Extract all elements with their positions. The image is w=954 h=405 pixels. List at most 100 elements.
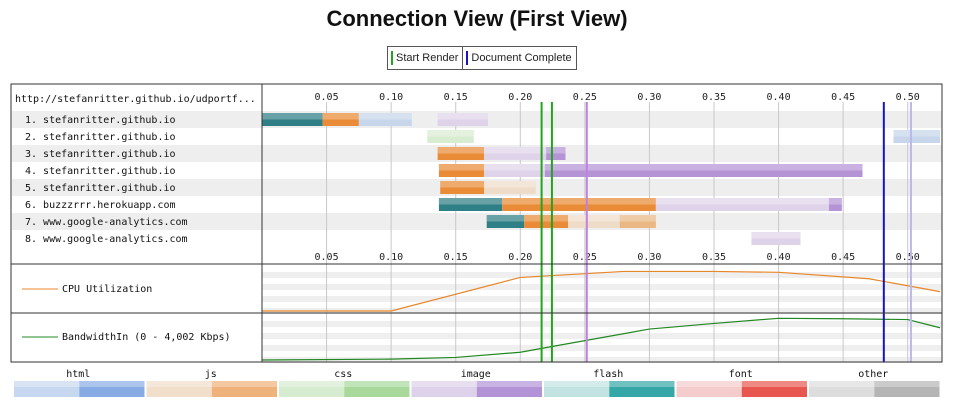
connection-label: 3. stefanritter.github.io [25,149,176,160]
x-tick-label-top: 0.30 [637,92,661,103]
request-bar-js [440,181,485,194]
content-type-swatch-light [676,381,742,397]
content-type-label-other: other [858,369,888,380]
request-bar-flash [438,198,503,211]
content-type-swatch-light [809,381,875,397]
content-type-swatch-light [279,381,345,397]
request-bar-image [484,147,547,160]
cpu-utilization-line [262,270,941,312]
bandwidth-grid-stripe [262,357,942,363]
content-type-label-css: css [334,369,352,380]
request-bar-highlight [486,215,525,222]
content-type-label-image: image [461,369,491,380]
connection-label: 6. buzzzrrr.herokuapp.com [25,200,176,211]
request-bar-highlight [546,147,566,154]
x-tick-label-bottom: 0.15 [444,252,468,263]
request-bar-js [568,215,620,228]
bandwidth-grid-stripe [262,333,942,339]
x-tick-label-bottom: 0.25 [573,252,597,263]
content-type-label-html: html [66,369,90,380]
cpu-grid-stripe [262,308,942,314]
connection-label: 4. stefanritter.github.io [25,166,176,177]
x-tick-label-top: 0.50 [896,92,920,103]
request-bar-highlight [358,113,412,120]
content-type-swatch-highlight [544,381,675,387]
request-bar-css [427,130,474,143]
bandwidth-line [261,317,941,361]
request-bar-highlight [544,164,863,171]
cpu-grid-stripe [262,272,942,278]
request-bar-highlight [655,198,829,205]
row-stripe [12,213,942,230]
content-type-swatch-highlight [411,381,542,387]
content-type-swatch-light [544,381,610,397]
request-bar-image [437,113,488,126]
start-render-swatch [391,51,393,65]
content-type-swatch-highlight [146,381,277,387]
request-bar-image [544,164,863,177]
bandwidth-grid-stripe [262,321,942,327]
request-bar-highlight [893,130,940,137]
request-bar-highlight [484,147,547,154]
content-type-swatch-dark [79,381,145,397]
content-type-swatch-highlight [676,381,807,387]
content-type-swatch-light [14,381,80,397]
request-bar-highlight [438,164,485,171]
content-type-swatch-light [146,381,212,397]
request-bar-highlight [437,147,485,154]
cpu-label: CPU Utilization [62,284,152,295]
marker-legend: Start Render Document Complete [387,46,577,70]
request-bar-highlight [484,164,545,171]
bandwidth-grid-stripe [262,345,942,351]
x-tick-label-bottom: 0.50 [896,252,920,263]
chart-border [10,83,943,363]
content-type-label-js: js [205,369,217,380]
x-tick-label-bottom: 0.10 [379,252,403,263]
content-type-label-flash: flash [593,369,623,380]
request-bar-image [484,164,545,177]
content-type-swatch-highlight [809,381,940,387]
connection-label: 8. www.google-analytics.com [25,234,188,245]
request-bar-highlight [437,113,488,120]
request-bar-highlight [568,215,620,222]
bandwidth-label: BandwidthIn (0 - 4,002 Kbps) [62,332,231,343]
connection-label: 2. stefanritter.github.io [25,132,176,143]
content-type-swatch-light [411,381,477,397]
request-bar-highlight [619,215,656,222]
x-tick-label-top: 0.35 [702,92,726,103]
x-tick-label-top: 0.20 [508,92,532,103]
request-bar-js [484,181,536,194]
x-tick-label-bottom: 0.45 [831,252,855,263]
request-bar-highlight [440,181,485,188]
request-bar-image [655,198,829,211]
x-tick-label-bottom: 0.30 [637,252,661,263]
x-tick-label-bottom: 0.35 [702,252,726,263]
x-tick-label-bottom: 0.05 [315,252,339,263]
content-type-swatch-highlight [14,381,145,387]
request-bar-highlight [751,232,801,239]
connection-label: 1. stefanritter.github.io [25,115,176,126]
connection-label: 5. stefanritter.github.io [25,183,176,194]
legend-document-complete: Document Complete [462,47,575,69]
legend-start-render: Start Render [388,47,462,69]
request-bar-highlight [502,198,656,205]
x-tick-label-top: 0.40 [767,92,791,103]
x-tick-label-bottom: 0.20 [508,252,532,263]
cpu-grid-stripe [262,284,942,290]
content-type-swatch-highlight [279,381,410,387]
request-bar-js [438,164,485,177]
content-type-swatch-dark [874,381,940,397]
x-tick-label-top: 0.10 [379,92,403,103]
request-bar-image [751,232,801,245]
x-tick-label-top: 0.25 [573,92,597,103]
request-bar-flash [262,113,323,126]
request-bar-html [893,130,940,143]
request-bar-highlight [427,130,474,137]
request-bar-flash [486,215,525,228]
request-bar-image [828,198,842,211]
document-complete-swatch [466,51,469,65]
request-bar-highlight [524,215,569,222]
chart-title: Connection View (First View) [326,6,628,31]
content-type-swatch-dark [344,381,410,397]
